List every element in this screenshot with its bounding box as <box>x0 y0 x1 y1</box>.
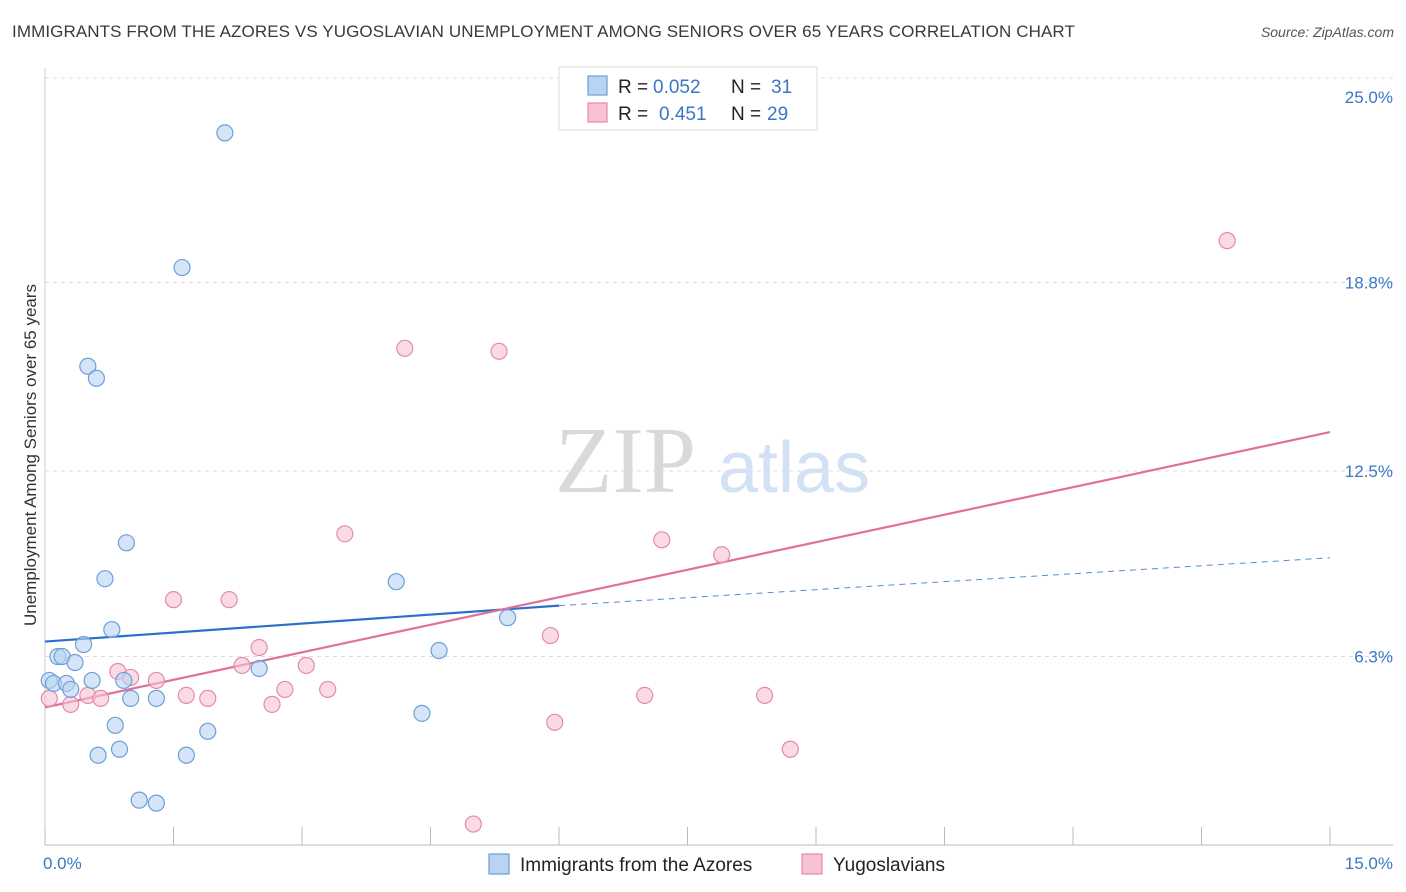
y-axis-label: Unemployment Among Seniors over 65 years <box>21 284 40 626</box>
legend-pink-r-value: 0.451 <box>659 104 707 125</box>
data-point-yugoslavians <box>297 656 315 675</box>
data-point-yugoslavians <box>1218 232 1236 250</box>
chart-title: IMMIGRANTS FROM THE AZORES VS YUGOSLAVIA… <box>12 22 1075 41</box>
data-point-azores <box>122 689 140 707</box>
data-points <box>40 124 1236 833</box>
data-point-azores <box>499 609 517 627</box>
data-point-azores <box>199 722 217 740</box>
data-point-yugoslavians <box>92 689 110 707</box>
data-point-yugoslavians <box>713 546 731 564</box>
bottom-legend-blue-label: Immigrants from the Azores <box>520 855 752 876</box>
data-point-azores <box>89 746 107 764</box>
data-point-yugoslavians <box>40 689 58 707</box>
data-point-azores <box>96 570 114 588</box>
data-point-yugoslavians <box>319 680 337 699</box>
data-point-yugoslavians <box>164 591 183 609</box>
data-point-yugoslavians <box>62 695 80 713</box>
y-tick-label: 12.5% <box>1345 462 1393 481</box>
y-tick-label: 25.0% <box>1345 88 1393 107</box>
legend-swatch-blue <box>587 75 608 96</box>
data-point-azores <box>115 671 133 690</box>
data-point-azores <box>83 671 101 690</box>
data-point-yugoslavians <box>490 342 508 360</box>
data-point-yugoslavians <box>199 689 217 707</box>
watermark-zip: ZIP <box>555 409 696 513</box>
y-tick-label: 6.3% <box>1354 648 1393 667</box>
legend: R = 0.052 N = 31 R = 0.451 N = 29 <box>558 66 818 131</box>
data-point-azores <box>103 620 121 639</box>
legend-blue-r-label: R = <box>618 77 648 98</box>
data-point-yugoslavians <box>781 740 799 758</box>
trend-line-azores <box>44 604 560 643</box>
legend-blue-r-value: 0.052 <box>653 77 701 98</box>
data-point-azores <box>130 791 148 809</box>
data-point-azores <box>66 653 84 672</box>
legend-pink-n-label: N = <box>731 104 761 125</box>
data-point-yugoslavians <box>755 686 774 705</box>
data-point-yugoslavians <box>220 591 238 609</box>
x-tick-label-min: 0.0% <box>43 854 82 873</box>
legend-swatch-pink <box>587 102 608 123</box>
data-point-azores <box>177 746 195 764</box>
x-tick-label-max: 15.0% <box>1345 854 1393 873</box>
data-point-azores <box>430 641 448 660</box>
data-point-azores <box>216 124 234 142</box>
legend-blue-n-label: N = <box>731 77 761 98</box>
data-point-yugoslavians <box>233 656 251 675</box>
data-point-yugoslavians <box>396 339 414 357</box>
data-point-yugoslavians <box>464 815 482 833</box>
bottom-legend-swatch-blue <box>488 853 510 875</box>
gridlines <box>45 77 1393 658</box>
data-point-azores <box>173 258 191 277</box>
data-point-yugoslavians <box>250 638 268 657</box>
y-tick-label: 18.8% <box>1345 274 1393 293</box>
data-point-yugoslavians <box>336 525 354 543</box>
data-point-azores <box>62 680 80 699</box>
data-point-azores <box>110 740 129 758</box>
data-point-yugoslavians <box>177 686 195 705</box>
data-point-azores <box>87 369 106 387</box>
legend-pink-n-value: 29 <box>767 104 788 125</box>
data-point-yugoslavians <box>276 680 294 699</box>
data-point-yugoslavians <box>541 626 560 645</box>
data-point-azores <box>387 573 405 591</box>
data-point-yugoslavians <box>653 531 671 549</box>
watermark-atlas: atlas <box>718 428 870 508</box>
data-point-azores <box>74 635 93 654</box>
data-point-azores <box>79 357 97 375</box>
data-point-yugoslavians <box>546 713 564 731</box>
bottom-legend-pink-label: Yugoslavians <box>833 855 945 876</box>
data-point-yugoslavians <box>263 695 281 713</box>
bottom-legend: Immigrants from the Azores Yugoslavians <box>488 853 945 876</box>
trend-line-azores-extension <box>558 557 1331 607</box>
axes: 6.3% 12.5% 18.8% 25.0% 0.0% 15.0% <box>43 68 1393 873</box>
legend-pink-r-label: R = <box>618 104 648 125</box>
data-point-azores <box>147 689 165 707</box>
data-point-azores <box>413 704 431 722</box>
bottom-legend-swatch-pink <box>801 853 823 875</box>
data-point-yugoslavians <box>147 671 165 690</box>
data-point-azores <box>117 534 135 552</box>
data-point-azores <box>250 659 268 678</box>
data-point-yugoslavians <box>636 686 654 705</box>
chart-source: Source: ZipAtlas.com <box>1260 24 1394 40</box>
legend-blue-n-value: 31 <box>771 77 792 98</box>
data-point-azores <box>147 794 165 812</box>
data-point-azores <box>106 716 124 734</box>
